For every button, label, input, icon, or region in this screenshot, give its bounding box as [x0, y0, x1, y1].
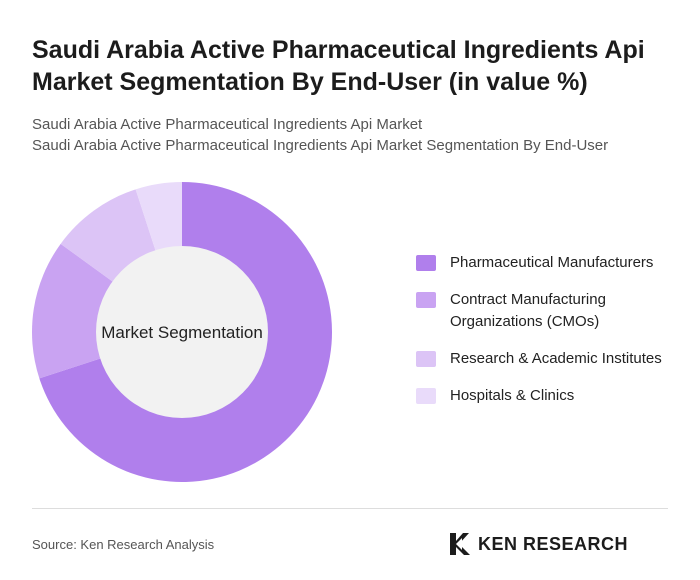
donut-chart: Market Segmentation — [32, 182, 332, 482]
brand-name: KEN RESEARCH — [478, 533, 629, 554]
legend-item: Research & Academic Institutes — [416, 348, 686, 370]
legend-label: Contract Manufacturing Organizations (CM… — [450, 291, 606, 330]
chart-title: Saudi Arabia Active Pharmaceutical Ingre… — [32, 36, 645, 96]
legend-swatch — [416, 388, 436, 404]
chart-subtitle: Saudi Arabia Active Pharmaceutical Ingre… — [32, 114, 672, 156]
legend-item: Hospitals & Clinics — [416, 385, 686, 407]
legend-label: Research & Academic Institutes — [450, 350, 662, 367]
brand-logo: KEN RESEARCH — [448, 530, 628, 558]
donut-hole — [96, 246, 268, 418]
subtitle-line-2: Saudi Arabia Active Pharmaceutical Ingre… — [32, 137, 609, 154]
legend-swatch — [416, 351, 436, 367]
ken-research-logo-icon — [450, 533, 470, 555]
legend-item: Pharmaceutical Manufacturers — [416, 252, 686, 274]
footer-divider — [32, 508, 668, 509]
source-note: Source: Ken Research Analysis — [32, 537, 215, 552]
subtitle-line-1: Saudi Arabia Active Pharmaceutical Ingre… — [32, 116, 423, 133]
legend-swatch — [416, 292, 436, 308]
legend-item: Contract Manufacturing Organizations (CM… — [416, 289, 686, 333]
legend-swatch — [416, 255, 436, 271]
legend-label: Hospitals & Clinics — [450, 387, 575, 404]
donut-center-label: Market Segmentation — [101, 323, 263, 342]
legend-label: Pharmaceutical Manufacturers — [450, 254, 654, 271]
chart-legend: Pharmaceutical Manufacturers Contract Ma… — [416, 252, 686, 422]
